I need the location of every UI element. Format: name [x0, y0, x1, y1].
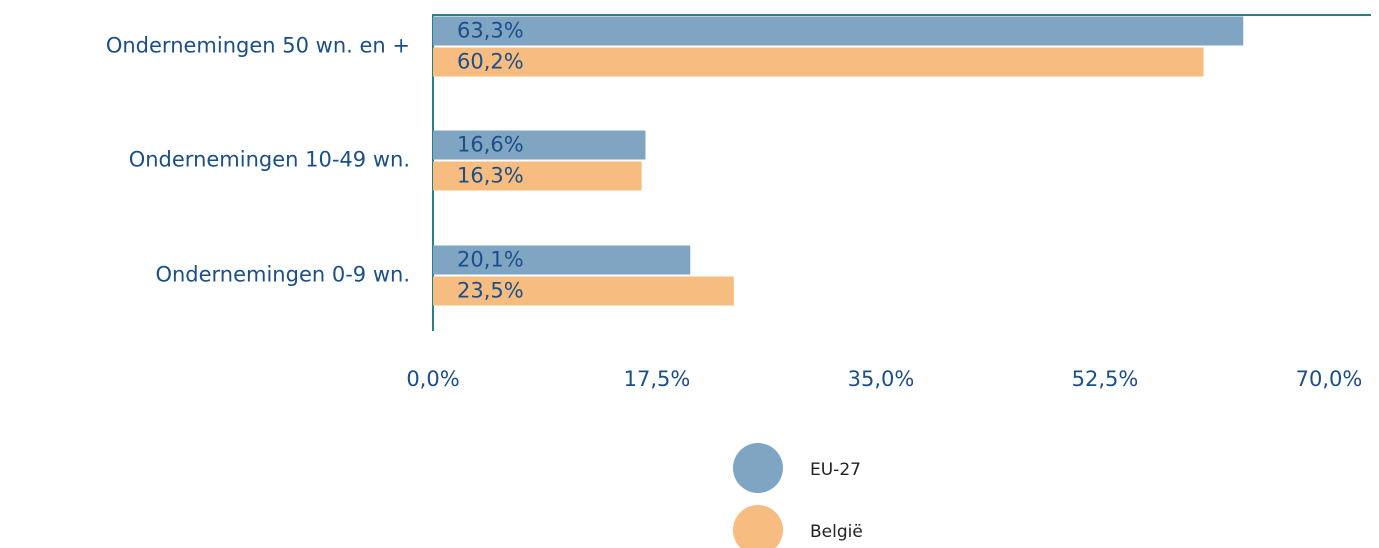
legend-label: België [810, 522, 863, 542]
legend-label: EU-27 [810, 460, 861, 480]
bar [433, 245, 691, 275]
category-label: Ondernemingen 10-49 wn. [129, 148, 410, 172]
value-label: 23,5% [457, 279, 524, 303]
category-label: Ondernemingen 50 wn. en + [106, 34, 410, 58]
bar [433, 276, 734, 306]
x-tick-label: 70,0% [1296, 367, 1363, 391]
value-label: 16,6% [457, 133, 524, 157]
value-label: 16,3% [457, 164, 524, 188]
value-label: 60,2% [457, 50, 524, 74]
value-label: 63,3% [457, 19, 524, 43]
bar [433, 130, 646, 160]
x-tick-label: 17,5% [624, 367, 691, 391]
legend-swatch [733, 505, 783, 548]
x-tick-label: 35,0% [848, 367, 915, 391]
value-label: 20,1% [457, 248, 524, 272]
bar [433, 47, 1204, 77]
bar [433, 16, 1244, 46]
legend-swatch [733, 443, 783, 493]
category-label: Ondernemingen 0-9 wn. [155, 263, 410, 287]
x-tick-label: 52,5% [1072, 367, 1139, 391]
bar [433, 161, 642, 191]
x-tick-label: 0,0% [406, 367, 459, 391]
